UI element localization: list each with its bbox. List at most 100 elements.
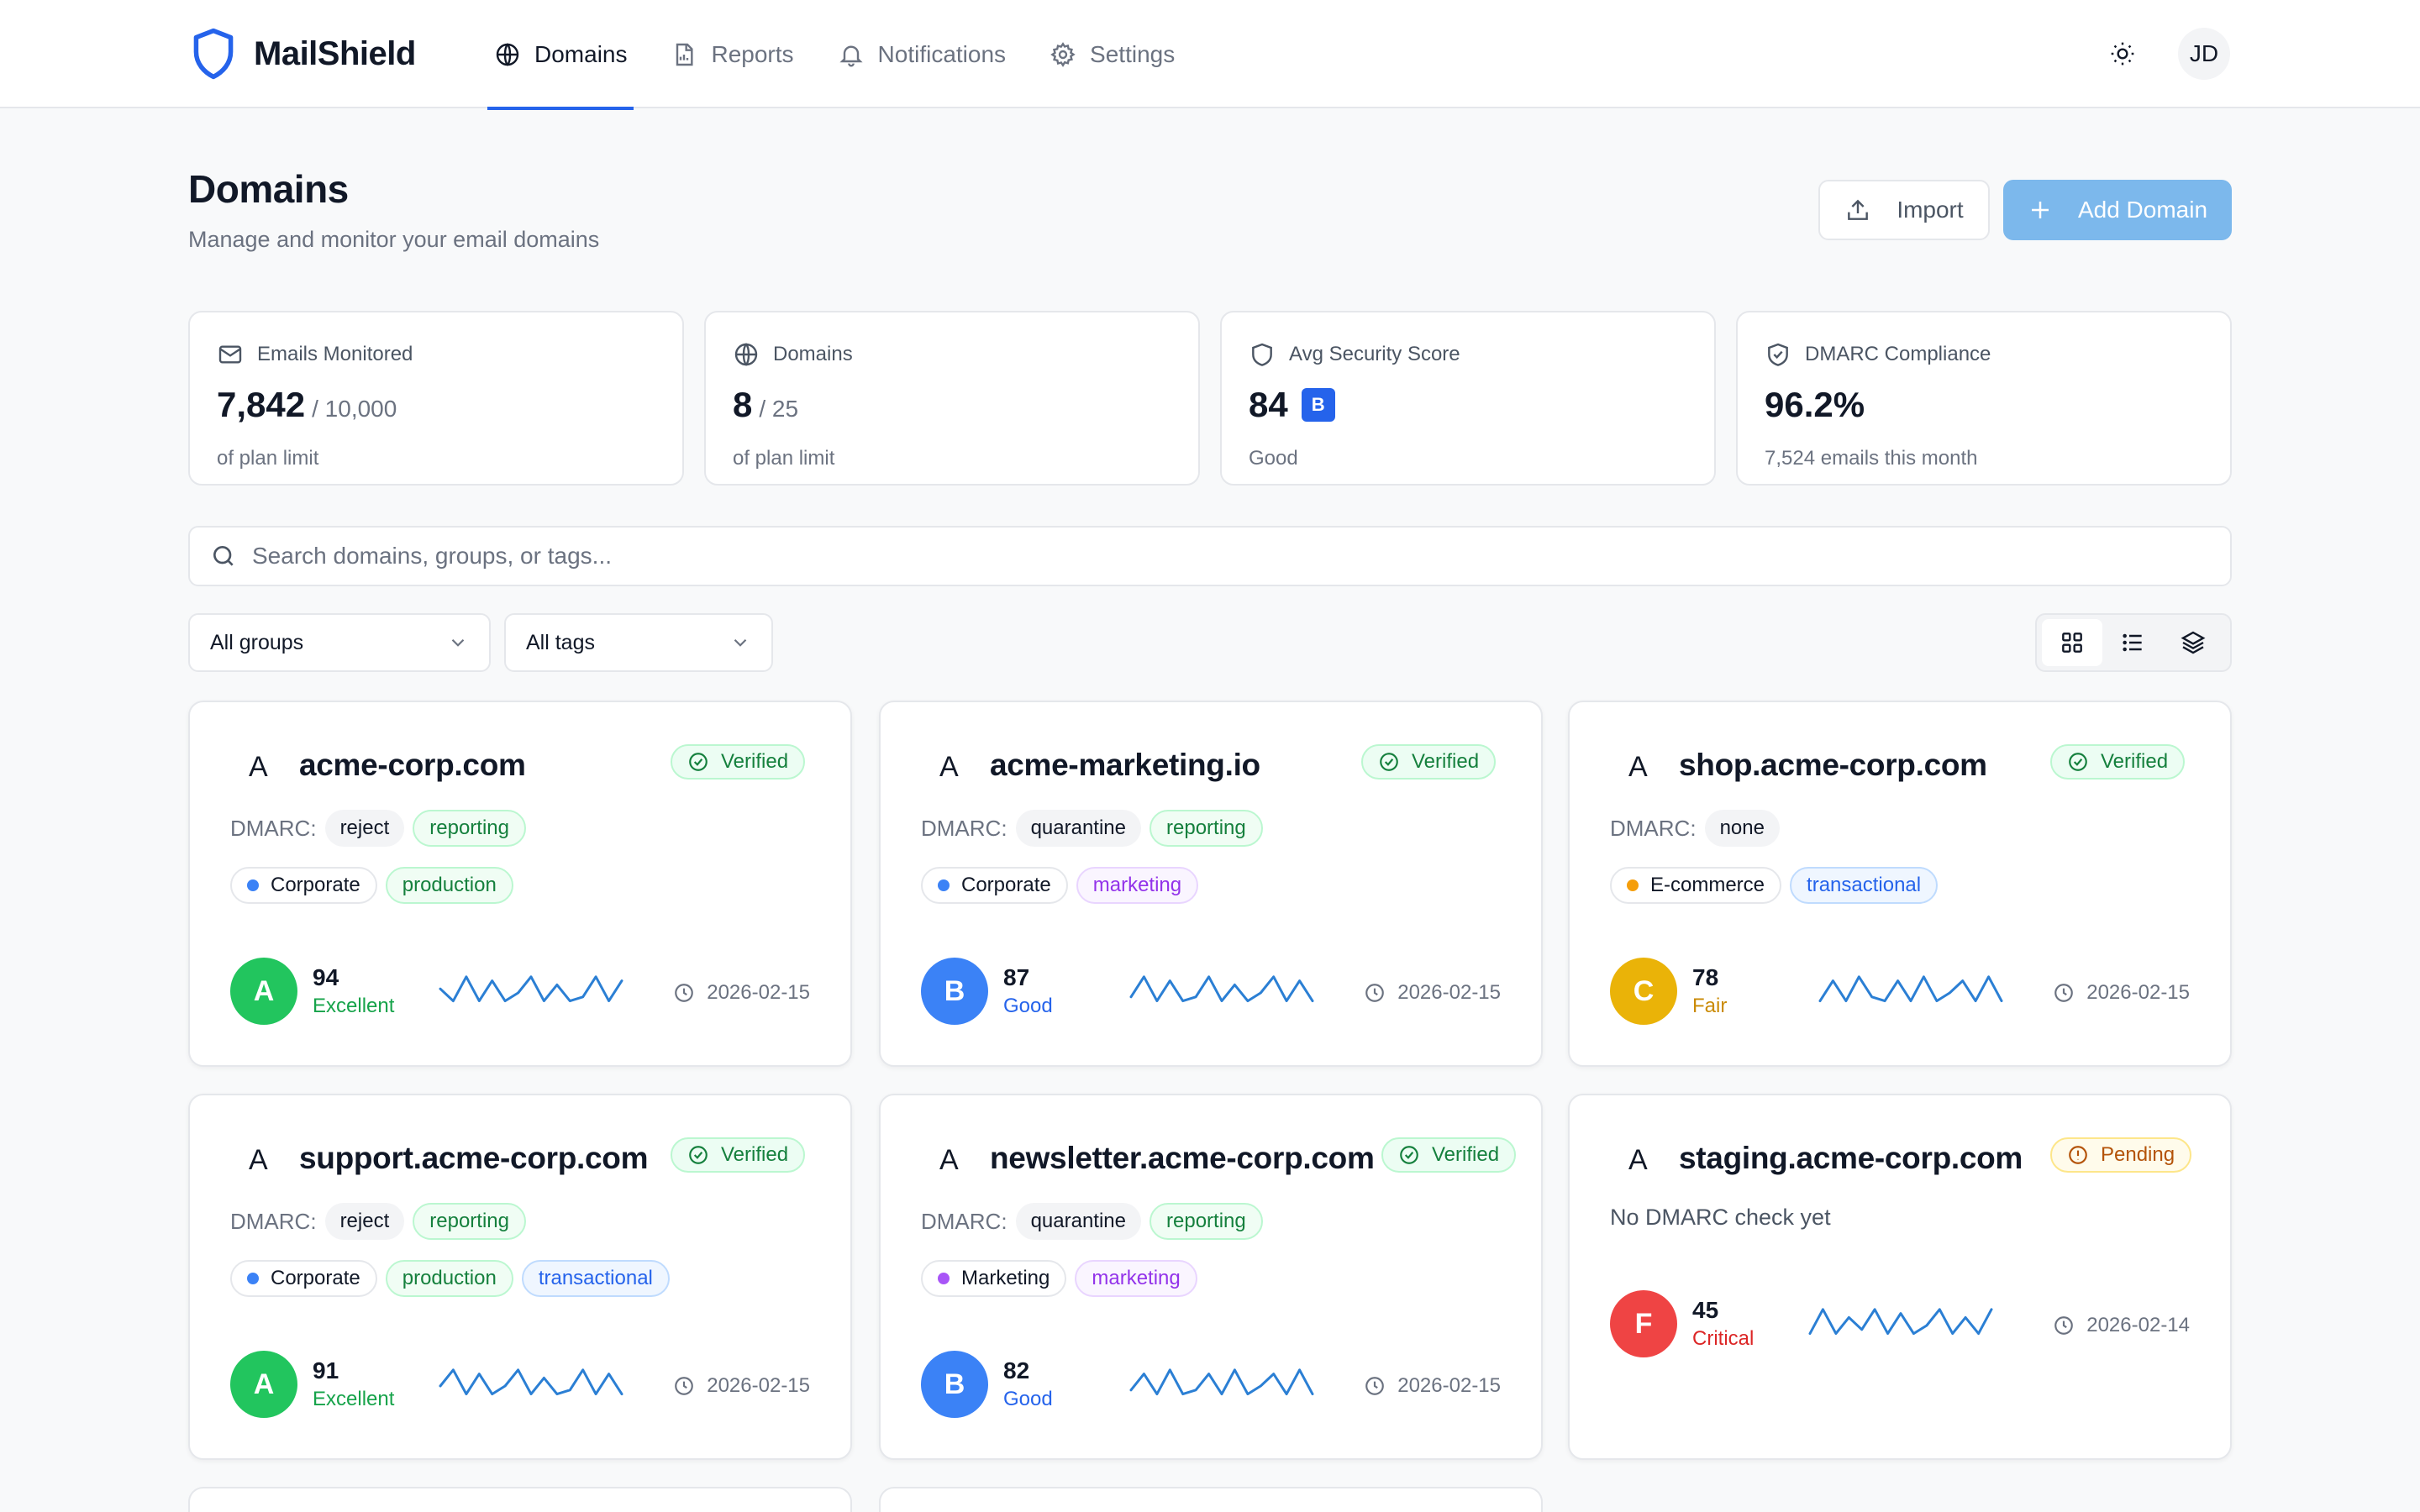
nav-settings[interactable]: Settings	[1043, 0, 1181, 108]
domain-name[interactable]: newsletter.acme-corp.com	[990, 1141, 1375, 1175]
nav-reports-label: Reports	[711, 40, 794, 67]
nav-notifications[interactable]: Notifications	[831, 0, 1013, 108]
list-view-button[interactable]	[2102, 619, 2163, 666]
tag-pill[interactable]: production	[385, 867, 513, 904]
score-block: B 82 Good	[921, 1351, 1053, 1418]
tags-row: Corporate marketing	[921, 867, 1207, 904]
import-button[interactable]: Import	[1818, 180, 1990, 240]
globe-icon	[496, 42, 519, 66]
group-dot	[938, 1273, 950, 1284]
score-sparkline	[1818, 975, 2003, 1003]
mail-icon	[218, 345, 242, 364]
score-value: 87	[1003, 964, 1030, 990]
grid-view-button[interactable]	[2042, 619, 2102, 666]
dmarc-row: DMARC: reject reporting	[230, 810, 534, 847]
group-label: Marketing	[961, 1267, 1050, 1289]
score-sparkline	[439, 975, 623, 1003]
clock-icon	[675, 984, 694, 1002]
add-domain-label: Add Domain	[2077, 197, 2208, 223]
score-text: 87 Good	[1003, 964, 1053, 1018]
score-sparkline	[1129, 1368, 1314, 1396]
group-pill[interactable]: Corporate	[230, 1260, 377, 1297]
tag-pill[interactable]: transactional	[1790, 867, 1939, 904]
page-title: Domains	[188, 167, 349, 211]
stat-domains: Domains 8 / 25 of plan limit	[704, 311, 1200, 486]
grade-badge: B	[1301, 388, 1335, 422]
shield-icon	[1252, 343, 1272, 366]
domain-card-partial[interactable]	[879, 1487, 1543, 1512]
groups-filter-select[interactable]: All groups	[188, 613, 491, 672]
score-label: Critical	[1692, 1327, 1754, 1350]
stat-suffix: / 25	[759, 396, 799, 422]
stat-value: 8	[733, 385, 753, 424]
stat-value-wrap: 7,842 / 10,000	[217, 385, 397, 425]
tags-filter-select[interactable]: All tags	[504, 613, 773, 672]
domain-name[interactable]: shop.acme-corp.com	[1679, 748, 1987, 782]
domain-name[interactable]: acme-marketing.io	[990, 748, 1260, 782]
group-pill[interactable]: Corporate	[921, 867, 1068, 904]
tag-pill[interactable]: marketing	[1076, 867, 1199, 904]
bell-icon	[839, 45, 863, 66]
domain-name[interactable]: support.acme-corp.com	[299, 1141, 649, 1175]
group-pill[interactable]: E-commerce	[1610, 867, 1782, 904]
score-text: 45 Critical	[1692, 1297, 1754, 1351]
check-circle-icon	[689, 753, 708, 771]
group-pill[interactable]: Corporate	[230, 867, 377, 904]
check-circle-icon	[2069, 753, 2087, 771]
check-circle-icon	[1400, 1146, 1418, 1164]
nav-domains[interactable]: Domains	[487, 0, 634, 110]
check-circle-icon	[1380, 753, 1398, 771]
last-check-date: 2026-02-15	[1364, 981, 1501, 1005]
domain-name[interactable]: staging.acme-corp.com	[1679, 1141, 2023, 1175]
gear-icon	[1050, 41, 1076, 67]
theme-toggle-button[interactable]	[2104, 35, 2141, 72]
score-label: Excellent	[313, 995, 395, 1017]
grade-circle: A	[230, 958, 297, 1025]
globe-icon	[734, 343, 758, 366]
stat-value-wrap: 8 / 25	[733, 385, 798, 425]
stat-value-wrap: 84 B	[1249, 385, 1335, 425]
upload-icon	[1848, 199, 1869, 220]
domain-card-partial[interactable]	[188, 1487, 852, 1512]
brand-logo[interactable]: MailShield	[190, 25, 416, 82]
date-value: 2026-02-15	[1397, 981, 1501, 1004]
shield-check-icon	[1768, 343, 1788, 366]
domain-initial: A	[249, 1144, 268, 1176]
status-badge: Verified	[671, 744, 806, 780]
tag-pill[interactable]: marketing	[1075, 1260, 1197, 1297]
dmarc-policy-pill: reject	[324, 810, 405, 847]
score-value: 78	[1692, 964, 1719, 990]
score-block: A 94 Excellent	[230, 958, 394, 1025]
nav-settings-label: Settings	[1090, 40, 1176, 67]
stat-label: Avg Security Score	[1289, 343, 1460, 365]
stat-foot: of plan limit	[733, 447, 835, 470]
tags-row: Corporate production transactional	[230, 1260, 678, 1297]
stat-value: 84	[1249, 385, 1288, 424]
import-label: Import	[1897, 197, 1964, 223]
search-icon	[213, 546, 234, 566]
group-pill[interactable]: Marketing	[921, 1260, 1067, 1297]
group-label: Corporate	[271, 1267, 360, 1289]
score-block: C 78 Fair	[1610, 958, 1727, 1025]
main-nav: Domains Reports Notifications Settings	[487, 0, 1212, 110]
layers-view-button[interactable]	[2163, 619, 2223, 666]
top-navigation-bar: MailShield Domains Reports Notifications	[0, 0, 2420, 110]
tags-filter-value: All tags	[526, 630, 595, 654]
user-avatar[interactable]: JD	[2178, 28, 2230, 80]
tag-pill[interactable]: transactional	[521, 1260, 670, 1297]
reporting-pill: reporting	[413, 810, 526, 847]
nav-reports[interactable]: Reports	[664, 0, 800, 108]
search-input[interactable]	[252, 543, 2185, 570]
domain-name[interactable]: acme-corp.com	[299, 748, 526, 782]
tag-pill[interactable]: production	[385, 1260, 513, 1297]
add-domain-button[interactable]: Add Domain	[2003, 180, 2232, 240]
stat-header: Domains	[733, 341, 853, 368]
chevron-down-icon	[734, 638, 747, 647]
tags-row: E-commerce transactional	[1610, 867, 1946, 904]
